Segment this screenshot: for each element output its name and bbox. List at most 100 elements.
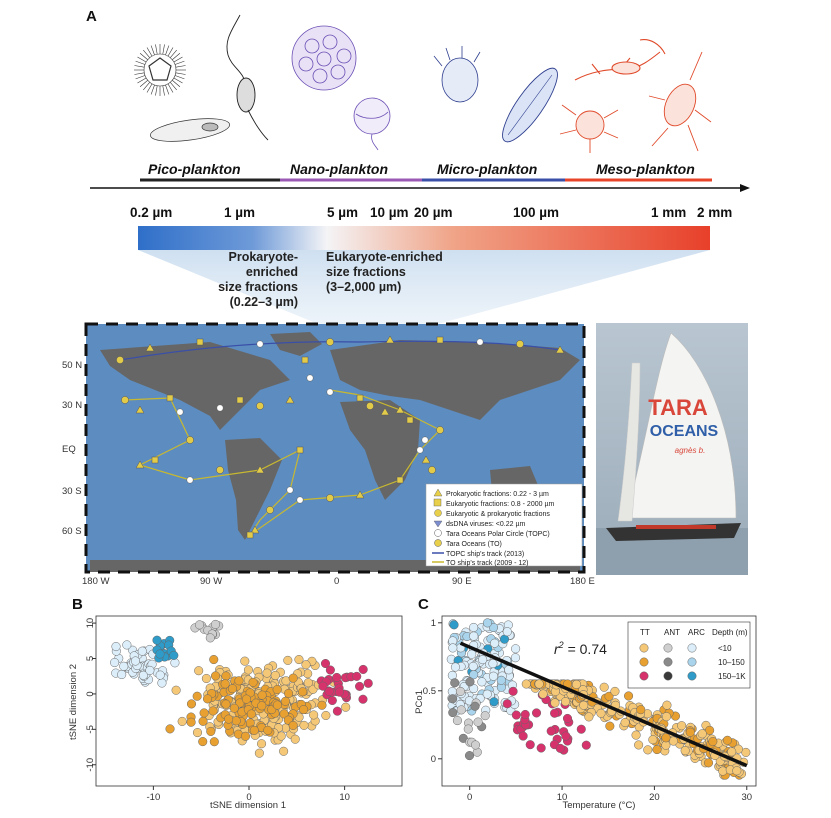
pco1-point — [490, 638, 500, 648]
sample-marker — [428, 466, 436, 474]
legend-both: Eukaryotic & prokaryotic fractions — [446, 511, 550, 518]
spike — [173, 56, 183, 63]
plankton-illustrations — [134, 14, 712, 153]
pco1-point — [489, 697, 499, 707]
pco1-point — [550, 708, 560, 718]
tsne-point — [205, 633, 215, 643]
tsne-point — [358, 694, 368, 704]
y-axis-label: tSNE dimension 2 — [68, 664, 79, 740]
tsne-point — [209, 737, 219, 747]
main-sail — [617, 362, 641, 522]
spike — [137, 56, 147, 63]
tsne-point — [257, 690, 267, 700]
spike — [170, 49, 177, 58]
nano-plankton-label: Nano-plankton — [290, 161, 388, 177]
pco1-point — [449, 620, 459, 630]
spike — [135, 60, 146, 65]
sample-marker — [366, 402, 374, 410]
y-tick-label: 1 — [431, 618, 436, 629]
spike — [155, 44, 158, 55]
sample-marker — [421, 436, 429, 444]
tsne-point — [290, 734, 300, 744]
size-tick-label: 1 mm — [651, 205, 687, 220]
spike — [134, 72, 145, 75]
r2-value: = 0.74 — [564, 641, 607, 657]
y-tick-label: 10 — [85, 618, 96, 629]
pco1-point — [463, 724, 473, 734]
spike — [167, 83, 174, 93]
to-symbol — [434, 539, 442, 547]
spike — [146, 83, 153, 93]
sample-marker — [380, 407, 390, 416]
tsne-point — [122, 640, 132, 650]
spike — [146, 47, 153, 57]
tsne-point — [279, 709, 289, 719]
spike — [167, 47, 174, 57]
y-tick-label: 5 — [85, 656, 96, 661]
tsne-point — [221, 699, 231, 709]
prokaryote-label-line: Prokaryote-enriched — [228, 250, 298, 279]
map-frame — [84, 322, 586, 574]
sample-marker — [326, 494, 334, 502]
tsne-point — [246, 709, 256, 719]
funnel-shape — [138, 250, 710, 324]
tsne-point — [303, 678, 313, 688]
tsne-point — [186, 717, 196, 727]
tsne-point — [110, 658, 120, 668]
pco1-point — [511, 710, 521, 720]
legend-topc: Tara Oceans Polar Circle (TOPC) — [446, 531, 550, 538]
sample-marker — [255, 465, 265, 474]
tsne-point — [294, 654, 304, 665]
legend-header-arc: ARC — [688, 628, 705, 637]
pco1-point — [518, 731, 528, 741]
spike — [175, 65, 186, 68]
tsne-point — [208, 706, 218, 716]
tsne-point — [363, 678, 373, 688]
eukaryote-label-line: size fractions — [326, 265, 406, 279]
tsne-point — [210, 619, 221, 629]
greenland — [270, 332, 322, 356]
tsne-point — [355, 681, 365, 691]
legend-eukaryotic: Eukaryotic fractions: 0.8 - 2000 µm — [446, 501, 554, 508]
tsne-point — [229, 703, 239, 713]
tsne-point — [169, 650, 179, 660]
pco1-point — [450, 662, 460, 672]
sample-marker — [286, 486, 294, 494]
pco1-point — [534, 679, 544, 689]
pco1-point — [599, 682, 609, 692]
lat-label: EQ — [62, 444, 76, 455]
pco1-point — [452, 716, 462, 726]
pco1-point — [465, 677, 475, 687]
spike — [150, 84, 155, 95]
pco1-point — [480, 711, 490, 721]
tsne-point — [234, 676, 244, 686]
sample-marker — [301, 356, 309, 364]
tsne-point — [155, 670, 165, 680]
sample-marker — [306, 374, 314, 382]
tsne-point — [157, 678, 167, 688]
lon-label: 180 W — [82, 576, 109, 587]
sample-marker — [186, 476, 194, 484]
tsne-point — [283, 655, 293, 665]
world-map: 50 N 30 N EQ 30 S 60 S 180 W 90 W 0 90 E… — [62, 322, 595, 587]
tsne-point — [240, 656, 250, 666]
tsne-point — [254, 748, 264, 758]
spike — [134, 65, 145, 68]
pco1-point — [470, 701, 480, 711]
tsne-point — [325, 665, 335, 675]
pco1-point — [467, 649, 477, 659]
pco1-point — [536, 743, 546, 753]
nauplius-illustration — [559, 104, 619, 153]
pco1-point — [605, 721, 615, 731]
x-axis-label: tSNE dimension 1 — [210, 800, 286, 811]
legend-header-depth: Depth (m) — [712, 628, 748, 637]
pco1-point — [727, 747, 737, 757]
pco1-point — [680, 746, 690, 756]
spike — [165, 84, 170, 95]
pco1-point — [478, 655, 488, 665]
tsne-point — [177, 716, 187, 726]
north-america — [100, 342, 290, 430]
sample-marker — [555, 345, 565, 354]
legend-virus: dsDNA viruses: <0.22 µm — [446, 521, 525, 528]
pco1-point — [581, 740, 591, 750]
